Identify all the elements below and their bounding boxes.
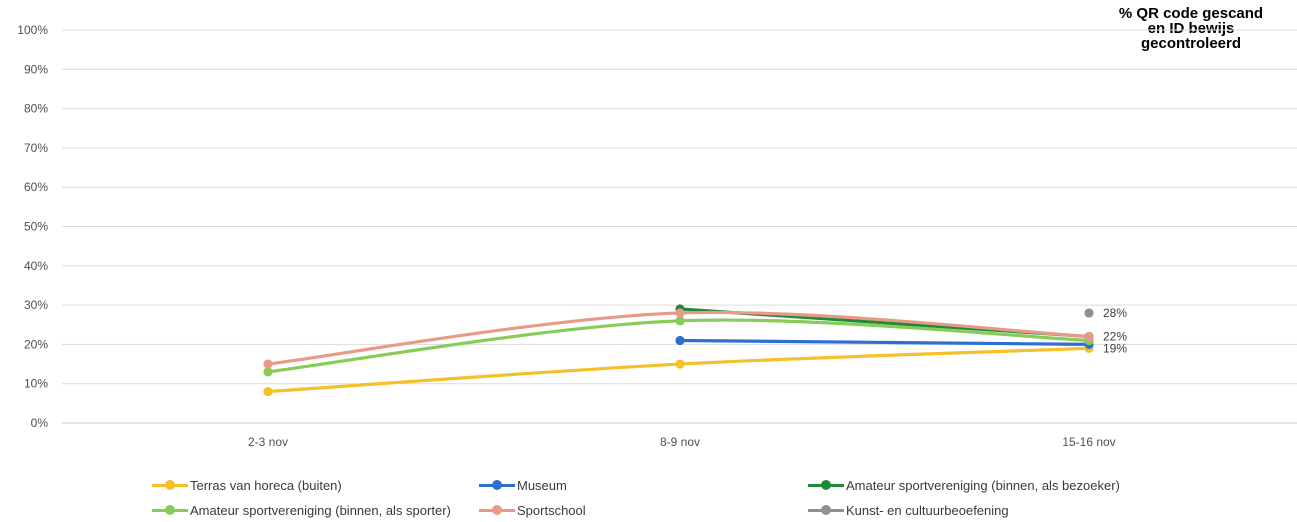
y-tick-label: 10% xyxy=(24,377,48,391)
y-tick-label: 70% xyxy=(24,141,48,155)
legend-swatch xyxy=(152,500,188,520)
y-tick-label: 60% xyxy=(24,180,48,194)
legend-item: Kunst- en cultuurbeoefening xyxy=(808,500,1009,520)
legend-item: Amateur sportvereniging (binnen, als bez… xyxy=(808,475,1120,495)
y-tick-label: 90% xyxy=(24,62,48,76)
legend-label: Amateur sportvereniging (binnen, als spo… xyxy=(190,502,451,518)
legend-label: Terras van horeca (buiten) xyxy=(190,477,342,493)
legend-item: Amateur sportvereniging (binnen, als spo… xyxy=(152,500,451,520)
data-point xyxy=(675,335,685,346)
data-point xyxy=(263,386,273,397)
legend-swatch xyxy=(808,475,844,495)
legend-item: Terras van horeca (buiten) xyxy=(152,475,342,495)
chart-title-line-2: en ID bewijs xyxy=(1147,20,1235,37)
series-line xyxy=(678,338,1091,346)
data-label: 19% xyxy=(1103,341,1127,355)
data-point xyxy=(263,367,273,377)
x-tick-label: 8-9 nov xyxy=(660,435,700,449)
x-tick-label: 2-3 nov xyxy=(248,435,288,449)
y-tick-label: 0% xyxy=(31,416,49,430)
legend-swatch xyxy=(479,475,515,495)
data-point xyxy=(1084,308,1094,318)
y-tick-label: 80% xyxy=(24,102,48,116)
data-label: 22% xyxy=(1103,330,1127,344)
y-tick-label: 30% xyxy=(24,298,48,312)
legend-item: Museum xyxy=(479,475,567,495)
chart-title-line-3: gecontroleerd xyxy=(1140,35,1242,52)
y-tick-label: 40% xyxy=(24,259,48,273)
data-point xyxy=(675,359,685,369)
chart-title-line-1: % QR code gescand xyxy=(1118,5,1264,22)
legend-item: Sportschool xyxy=(479,500,586,520)
y-tick-label: 20% xyxy=(24,337,48,351)
legend-label: Amateur sportvereniging (binnen, als bez… xyxy=(846,477,1120,493)
data-point xyxy=(675,316,685,326)
x-tick-label: 15-16 nov xyxy=(1062,435,1115,449)
legend-swatch xyxy=(479,500,515,520)
data-point xyxy=(1084,331,1094,342)
y-tick-label: 100% xyxy=(17,23,48,37)
legend-swatch xyxy=(152,475,188,495)
chart-title: % QR code gescand en ID bewijs gecontrol… xyxy=(1091,6,1291,51)
data-label: 28% xyxy=(1103,306,1127,320)
legend-label: Museum xyxy=(517,477,567,493)
legend-label: Sportschool xyxy=(517,502,586,518)
line-chart: 0% 10% 20% 30% 40% 50% 60% 70% 80% 90% 100% 2-3 nov… xyxy=(17,23,1297,449)
legend-swatch xyxy=(808,500,844,520)
data-point xyxy=(263,359,273,369)
data-point xyxy=(675,308,685,318)
chart-legend: Terras van horeca (buiten) Museum Amateur … xyxy=(0,470,1297,522)
legend-label: Kunst- en cultuurbeoefening xyxy=(846,502,1009,518)
y-tick-label: 50% xyxy=(24,220,48,234)
